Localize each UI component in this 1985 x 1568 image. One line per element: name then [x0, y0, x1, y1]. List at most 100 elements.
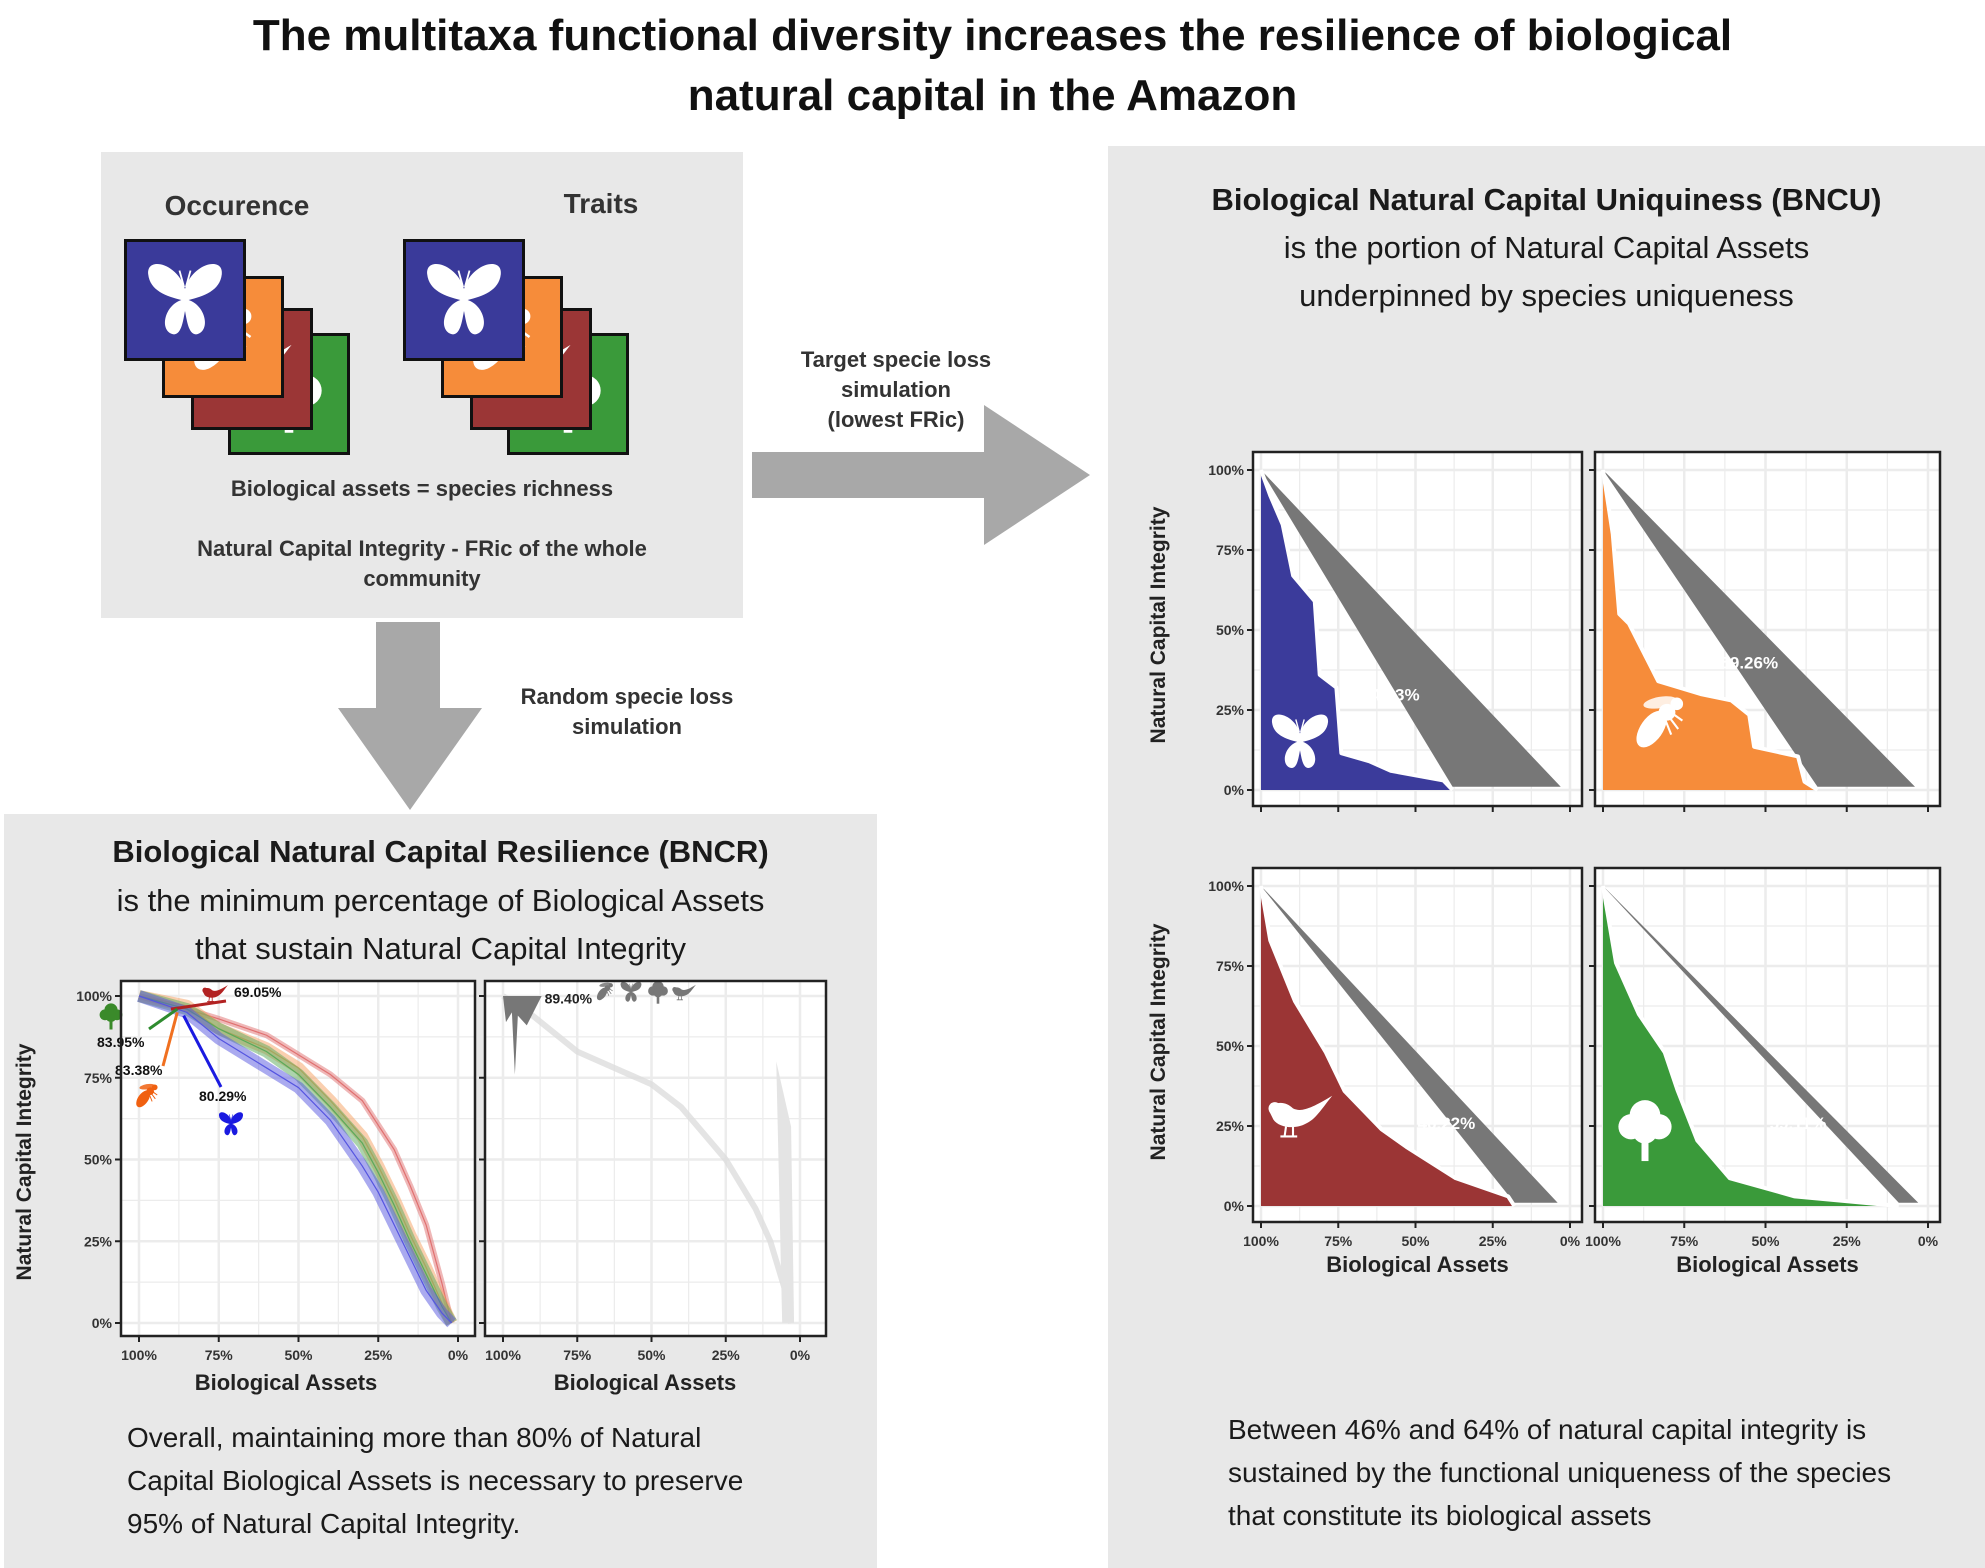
plot-border	[1593, 866, 1942, 1224]
bncr-y-axis-label: Natural Capital Integrity	[13, 1043, 36, 1281]
x-tick-label: 50%	[284, 1347, 313, 1363]
target-loss-line-1: Target specie loss	[800, 347, 992, 372]
x-tick-label: 25%	[364, 1347, 393, 1363]
series-tail-all-taxa	[776, 1061, 795, 1323]
y-tick-label: 100%	[1208, 462, 1244, 478]
x-tick-label: 100%	[121, 1347, 157, 1363]
bncr-subtitle-2: that sustain Natural Capital Integrity	[194, 931, 687, 966]
target-loss-line-2: simulation	[840, 377, 951, 402]
bncr-x-axis-label-left: Biological Assets	[194, 1370, 378, 1395]
bncu-x-axis-label-left: Biological Assets	[1326, 1252, 1509, 1277]
butterfly-pointer	[182, 1014, 223, 1088]
y-tick-label: 50%	[84, 1152, 113, 1168]
butterfly-icon	[147, 263, 223, 336]
page-title: The multitaxa functional diversity incre…	[0, 6, 1985, 126]
x-tick-label: 100%	[485, 1347, 521, 1363]
bncr-x-axis-label-right: Biological Assets	[553, 1370, 737, 1395]
bncr-conclusion: Overall, maintaining more than 80% of Na…	[127, 1416, 867, 1545]
title-line-2: natural capital in the Amazon	[687, 71, 1298, 120]
butterfly-icon	[426, 263, 502, 336]
target-loss-label: Target specie loss simulation (lowest FR…	[746, 345, 1046, 435]
assets-definition: Biological assets = species richness	[230, 476, 614, 501]
tree-pointer	[148, 1007, 179, 1031]
series-drop-all-taxa	[503, 996, 542, 1075]
taxon-curve-tree	[1601, 885, 1899, 1208]
bncu-butterfly-plot: 0% 25% 50% 75% 100% 64.23%	[1208, 450, 1584, 812]
x-tick-label: 75%	[1324, 1233, 1353, 1249]
butterfly-card	[124, 239, 246, 361]
bncu-subtitle-2: underpinned by species uniqueness	[1299, 278, 1794, 313]
x-tick-label: 25%	[1479, 1233, 1508, 1249]
y-tick-label: 25%	[1216, 1118, 1245, 1134]
taxon-curve-bee	[1601, 469, 1819, 792]
x-tick-label: 50%	[1751, 1233, 1780, 1249]
butterfly-card	[403, 239, 525, 361]
bncu-title: Biological Natural Capital Uniquiness (B…	[1211, 182, 1882, 217]
y-tick-label: 75%	[84, 1070, 113, 1086]
occurrence-label: Occurence	[164, 190, 310, 221]
x-tick-label: 100%	[1585, 1233, 1621, 1249]
bird-pointer	[170, 999, 227, 1011]
bncu-tree-plot: 100% 75% 50% 25% 0% 59.11%	[1585, 866, 1942, 1249]
inputs-panel: Occurence Traits Biological assets = spe…	[101, 152, 743, 618]
y-tick-label: 75%	[1216, 542, 1245, 558]
taxon-area-bee	[1603, 470, 1818, 790]
y-tick-label: 0%	[1224, 782, 1245, 798]
series-line-butterfly	[138, 995, 453, 1324]
butterfly-value-label: 80.29%	[199, 1088, 247, 1104]
bncr-conclusion-line-1: Overall, maintaining more than 80% of Na…	[127, 1422, 702, 1453]
uniqueness-area	[1603, 886, 1919, 1203]
bncr-subtitle-1: is the minimum percentage of Biological …	[116, 883, 765, 918]
plot-border	[1593, 450, 1942, 808]
bncu-panel: Biological Natural Capital Uniquiness (B…	[1108, 146, 1985, 1568]
integrity-line-2: community	[363, 566, 481, 591]
bncu-subtitle-1: is the portion of Natural Capital Assets	[1283, 230, 1810, 265]
random-loss-line-1: Random specie loss	[520, 684, 734, 709]
uniqueness-value-label: 59.11%	[1770, 1114, 1827, 1133]
target-loss-line-3: (lowest FRic)	[827, 407, 965, 432]
right-arrow	[752, 405, 1090, 545]
bncu-conclusion-line-3: that constitute its biological assets	[1228, 1500, 1652, 1531]
x-tick-label: 25%	[712, 1347, 741, 1363]
title-line-1: The multitaxa functional diversity incre…	[252, 11, 1733, 60]
random-loss-label: Random specie loss simulation	[487, 682, 767, 742]
x-tick-label: 75%	[563, 1347, 592, 1363]
x-tick-label: 0%	[790, 1347, 811, 1363]
x-tick-label: 75%	[1670, 1233, 1699, 1249]
uniqueness-value-label: 59.26%	[1720, 653, 1778, 672]
uniqueness-value-label: 46.22%	[1418, 1114, 1476, 1133]
uniqueness-area	[1603, 470, 1915, 787]
bee-pointer	[161, 1011, 179, 1067]
y-tick-label: 100%	[76, 988, 112, 1004]
x-tick-label: 50%	[1401, 1233, 1430, 1249]
bncr-random-plot: 100% 75% 50% 25% 0%0%25%50%75%100% 69.05%83.9…	[76, 979, 477, 1363]
integrity-line-1: Natural Capital Integrity - FRic of the …	[197, 536, 647, 561]
random-loss-line-2: simulation	[571, 714, 682, 739]
bncu-conclusion-line-1: Between 46% and 64% of natural capital i…	[1228, 1414, 1867, 1445]
bncr-title: Biological Natural Capital Resilience (B…	[112, 834, 769, 869]
taxon-area-butterfly	[1261, 470, 1453, 790]
bird-value-label: 69.05%	[234, 984, 282, 1000]
y-tick-label: 0%	[92, 1315, 113, 1331]
series-line-bird	[138, 995, 453, 1324]
y-tick-label: 0%	[1224, 1198, 1245, 1214]
x-tick-label: 0%	[448, 1347, 469, 1363]
x-tick-label: 100%	[1243, 1233, 1279, 1249]
bncu-conclusion-line-2: sustained by the functional uniqueness o…	[1228, 1457, 1892, 1488]
bncu-conclusion: Between 46% and 64% of natural capital i…	[1228, 1408, 1985, 1537]
uniqueness-area	[1261, 886, 1558, 1203]
taxon-curve-butterfly	[1259, 469, 1455, 792]
bncu-bee-plot: 59.26%	[1589, 450, 1942, 812]
series-band-all-taxa	[501, 993, 795, 1324]
y-tick-label: 50%	[1216, 622, 1245, 638]
taxon-curve-bird	[1259, 885, 1517, 1208]
plot-border	[483, 979, 828, 1338]
x-tick-label: 0%	[1918, 1233, 1939, 1249]
bee-value-label: 83.38%	[115, 1062, 163, 1078]
uniqueness-area	[1261, 470, 1561, 787]
traits-label: Traits	[563, 188, 639, 219]
bncr-conclusion-line-2: Capital Biological Assets is necessary t…	[127, 1465, 744, 1496]
uniqueness-value-label: 64.23%	[1362, 685, 1420, 704]
series-line-tree	[138, 995, 453, 1324]
y-tick-label: 100%	[1208, 878, 1244, 894]
